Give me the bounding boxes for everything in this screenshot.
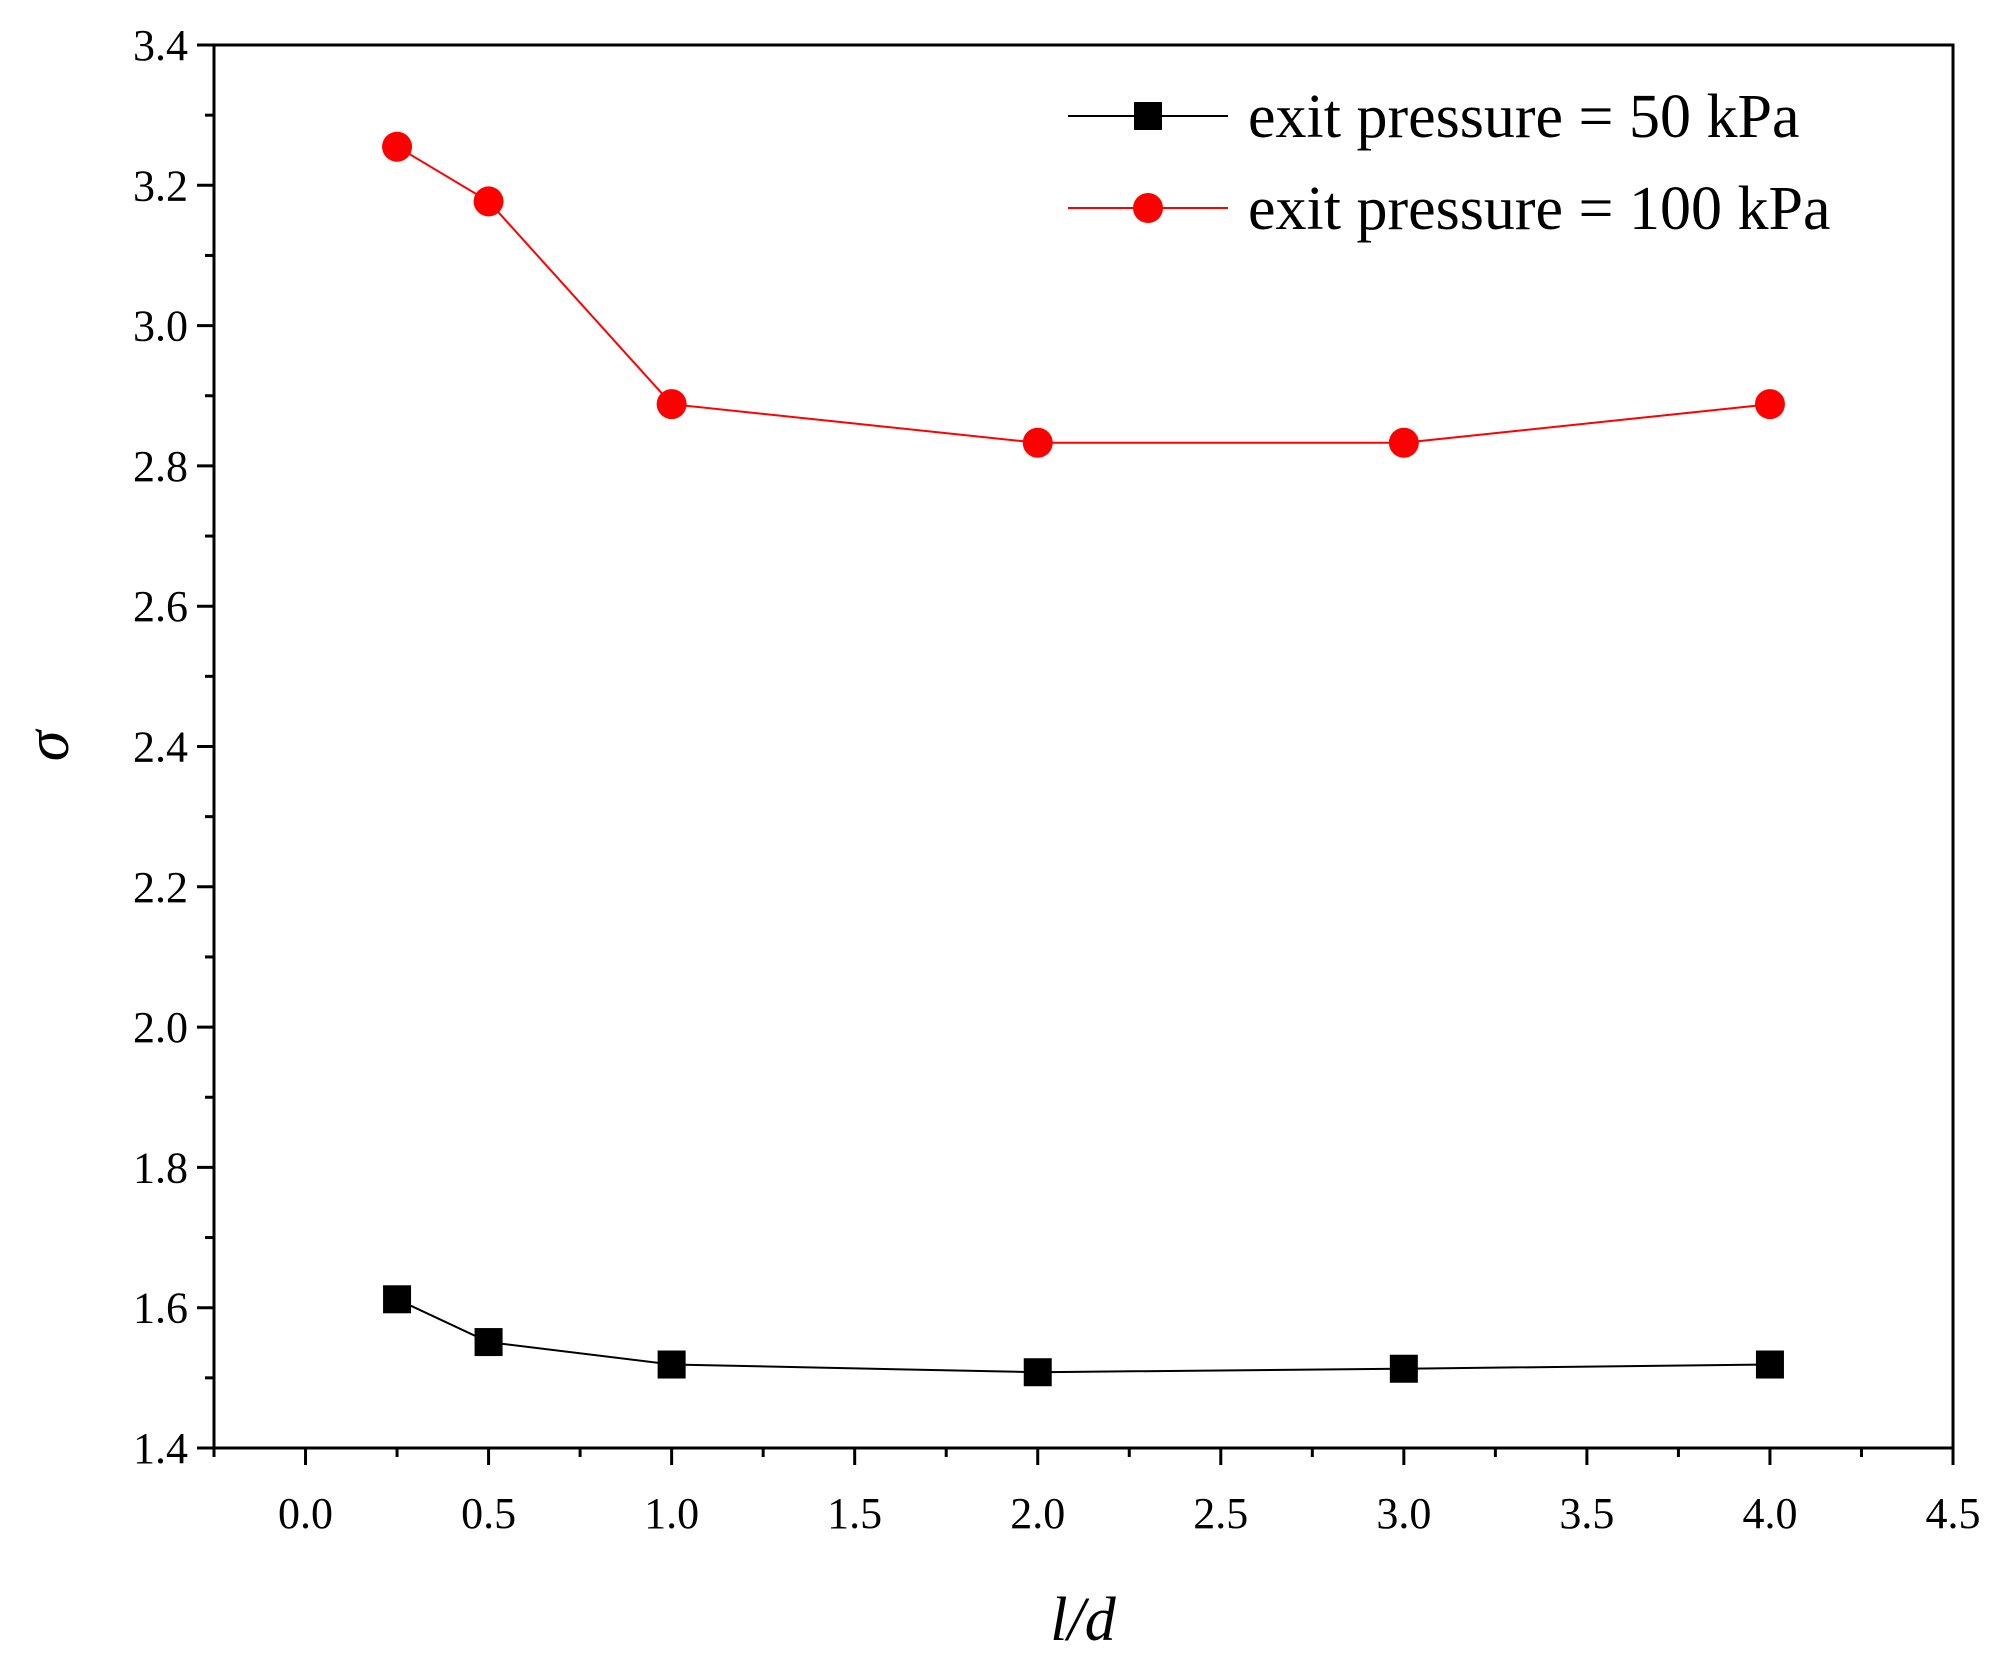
x-tick-label: 0.0 bbox=[278, 1489, 333, 1538]
series-1-point bbox=[1023, 1358, 1052, 1387]
series-2-point bbox=[1754, 389, 1785, 420]
x-tick-label: 4.5 bbox=[1926, 1489, 1981, 1538]
series-2-point bbox=[1388, 427, 1419, 458]
y-tick-label: 3.0 bbox=[133, 302, 188, 351]
y-axis: 1.4 1.6 1.8 2.0 2.2 2.4 2.6 2.8 3.0 3.2 3.4 bbox=[133, 21, 214, 1473]
legend-label-2: exit pressure = 100 kPa bbox=[1248, 175, 1831, 243]
legend: exit pressure = 50 kPa exit pressure = 10… bbox=[1068, 83, 1831, 243]
x-tick-label: 1.0 bbox=[644, 1489, 699, 1538]
series-1-point bbox=[657, 1350, 686, 1379]
x-tick-label: 1.5 bbox=[827, 1489, 882, 1538]
legend-marker-1 bbox=[1134, 102, 1162, 130]
series-2-point bbox=[1022, 427, 1053, 458]
series-layer bbox=[382, 131, 1785, 1387]
y-tick-label: 1.4 bbox=[133, 1424, 188, 1473]
series-1-point bbox=[383, 1285, 412, 1314]
series-1-point bbox=[1389, 1354, 1418, 1383]
x-axis: 0.0 0.5 1.0 1.5 2.0 2.5 3.0 3.5 4.0 4.5 bbox=[212, 1448, 1981, 1538]
y-tick-label: 2.6 bbox=[133, 582, 188, 631]
series-1-point bbox=[474, 1328, 503, 1357]
y-tick-label: 3.2 bbox=[133, 161, 188, 210]
x-tick-label: 2.5 bbox=[1193, 1489, 1248, 1538]
series-2-point bbox=[473, 186, 504, 217]
y-tick-label: 3.4 bbox=[133, 21, 188, 70]
x-tick-label: 0.5 bbox=[461, 1489, 516, 1538]
x-tick-label: 4.0 bbox=[1742, 1489, 1797, 1538]
y-tick-label: 2.4 bbox=[133, 723, 188, 772]
plot-frame bbox=[212, 43, 1955, 1450]
series-2-point bbox=[382, 131, 413, 162]
legend-marker-2 bbox=[1133, 193, 1163, 223]
x-axis-title: l/d bbox=[1050, 1586, 1116, 1654]
series-line-2 bbox=[396, 145, 1771, 444]
y-tick-label: 2.2 bbox=[133, 863, 188, 912]
y-tick-label: 1.6 bbox=[133, 1284, 188, 1333]
x-tick-label: 2.0 bbox=[1010, 1489, 1065, 1538]
series-1-point bbox=[1755, 1350, 1784, 1379]
y-tick-label: 2.8 bbox=[133, 442, 188, 491]
y-tick-label: 2.0 bbox=[133, 1003, 188, 1052]
series-2-point bbox=[656, 389, 687, 420]
x-tick-label: 3.0 bbox=[1376, 1489, 1431, 1538]
legend-label-1: exit pressure = 50 kPa bbox=[1248, 83, 1800, 151]
y-tick-label: 1.8 bbox=[133, 1143, 188, 1192]
series-line-1 bbox=[396, 1298, 1770, 1374]
x-tick-label: 3.5 bbox=[1559, 1489, 1614, 1538]
y-axis-title: σ bbox=[14, 728, 82, 761]
